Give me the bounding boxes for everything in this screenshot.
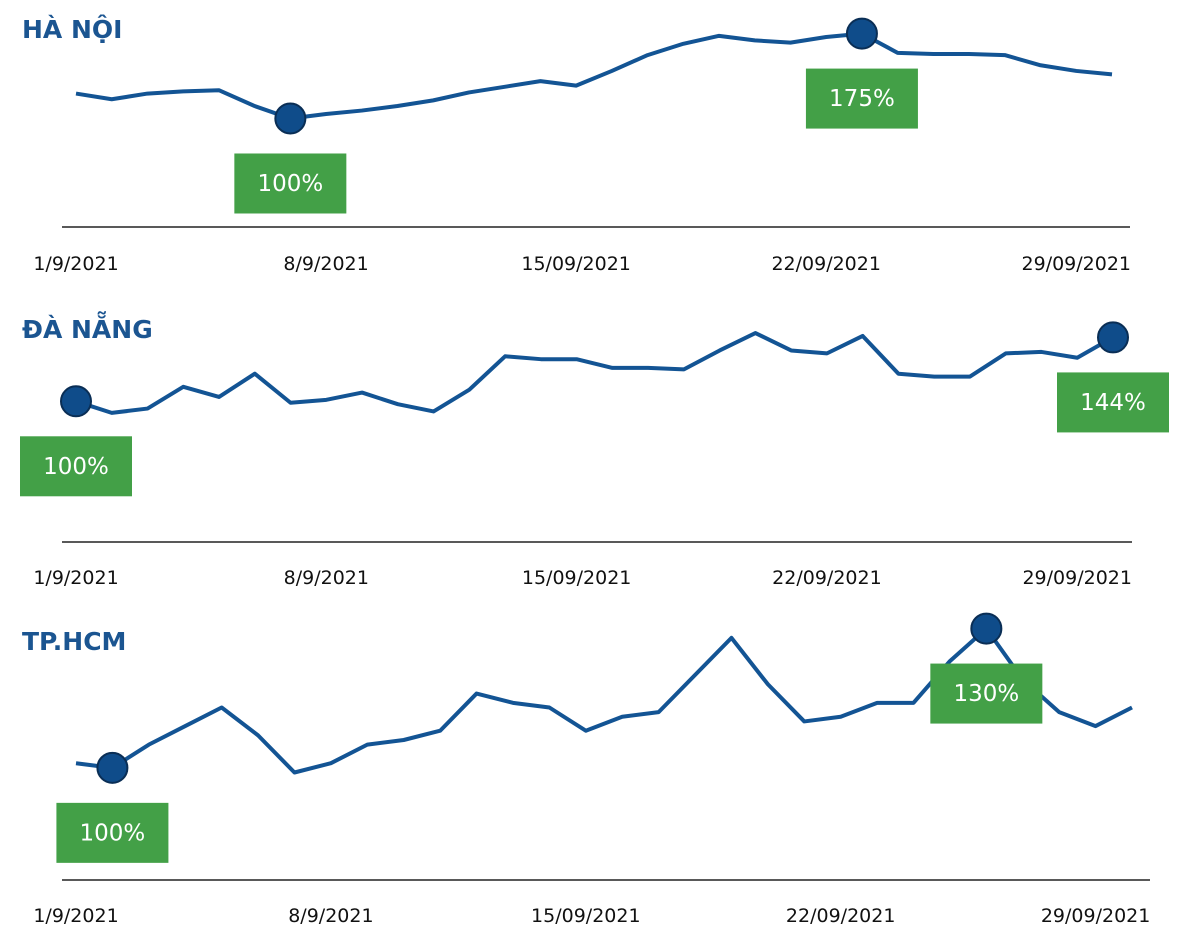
data-line: [75, 31, 1113, 121]
x-tick-label: 15/09/2021: [531, 905, 641, 927]
x-tick-label: 22/09/2021: [772, 567, 882, 589]
highlight-point: [970, 612, 1003, 645]
x-tick-label: 22/09/2021: [771, 253, 881, 275]
value-label: 175%: [829, 86, 895, 112]
value-label-box: [930, 663, 1043, 724]
value-label: 100%: [80, 820, 146, 846]
value-label: 100%: [43, 454, 109, 480]
x-tick-label: 1/9/2021: [33, 905, 118, 927]
highlight-point: [274, 102, 307, 135]
highlight-point: [845, 17, 878, 50]
x-tick-label: 15/09/2021: [522, 567, 632, 589]
x-tick-label: 1/9/2021: [33, 567, 118, 589]
x-tick-label: 15/09/2021: [521, 253, 631, 275]
value-label-box: [234, 153, 347, 214]
data-line: [75, 331, 1114, 415]
x-tick-label: 8/9/2021: [284, 567, 369, 589]
x-tick-label: 29/09/2021: [1041, 905, 1151, 927]
chart-title: HÀ NỘI: [22, 14, 122, 44]
x-tick-label: 8/9/2021: [288, 905, 373, 927]
value-label-box: [56, 802, 169, 863]
chart-title: TP.HCM: [22, 627, 126, 656]
value-label-box: [1057, 372, 1169, 433]
data-line: [75, 626, 1133, 775]
highlight-point: [1097, 321, 1129, 354]
x-tick-label: 1/9/2021: [33, 253, 118, 275]
x-tick-label: 22/09/2021: [786, 905, 896, 927]
highlight-point: [60, 385, 92, 418]
chart-title: ĐÀ NẴNG: [22, 311, 153, 344]
x-tick-label: 29/09/2021: [1022, 567, 1132, 589]
highlight-point: [96, 751, 129, 784]
x-tick-label: 29/09/2021: [1022, 253, 1132, 275]
x-tick-label: 8/9/2021: [283, 253, 368, 275]
value-label: 100%: [257, 171, 323, 197]
value-label: 144%: [1080, 390, 1146, 416]
value-label-box: [20, 436, 132, 497]
value-label-box: [805, 68, 918, 129]
value-label: 130%: [953, 681, 1019, 707]
